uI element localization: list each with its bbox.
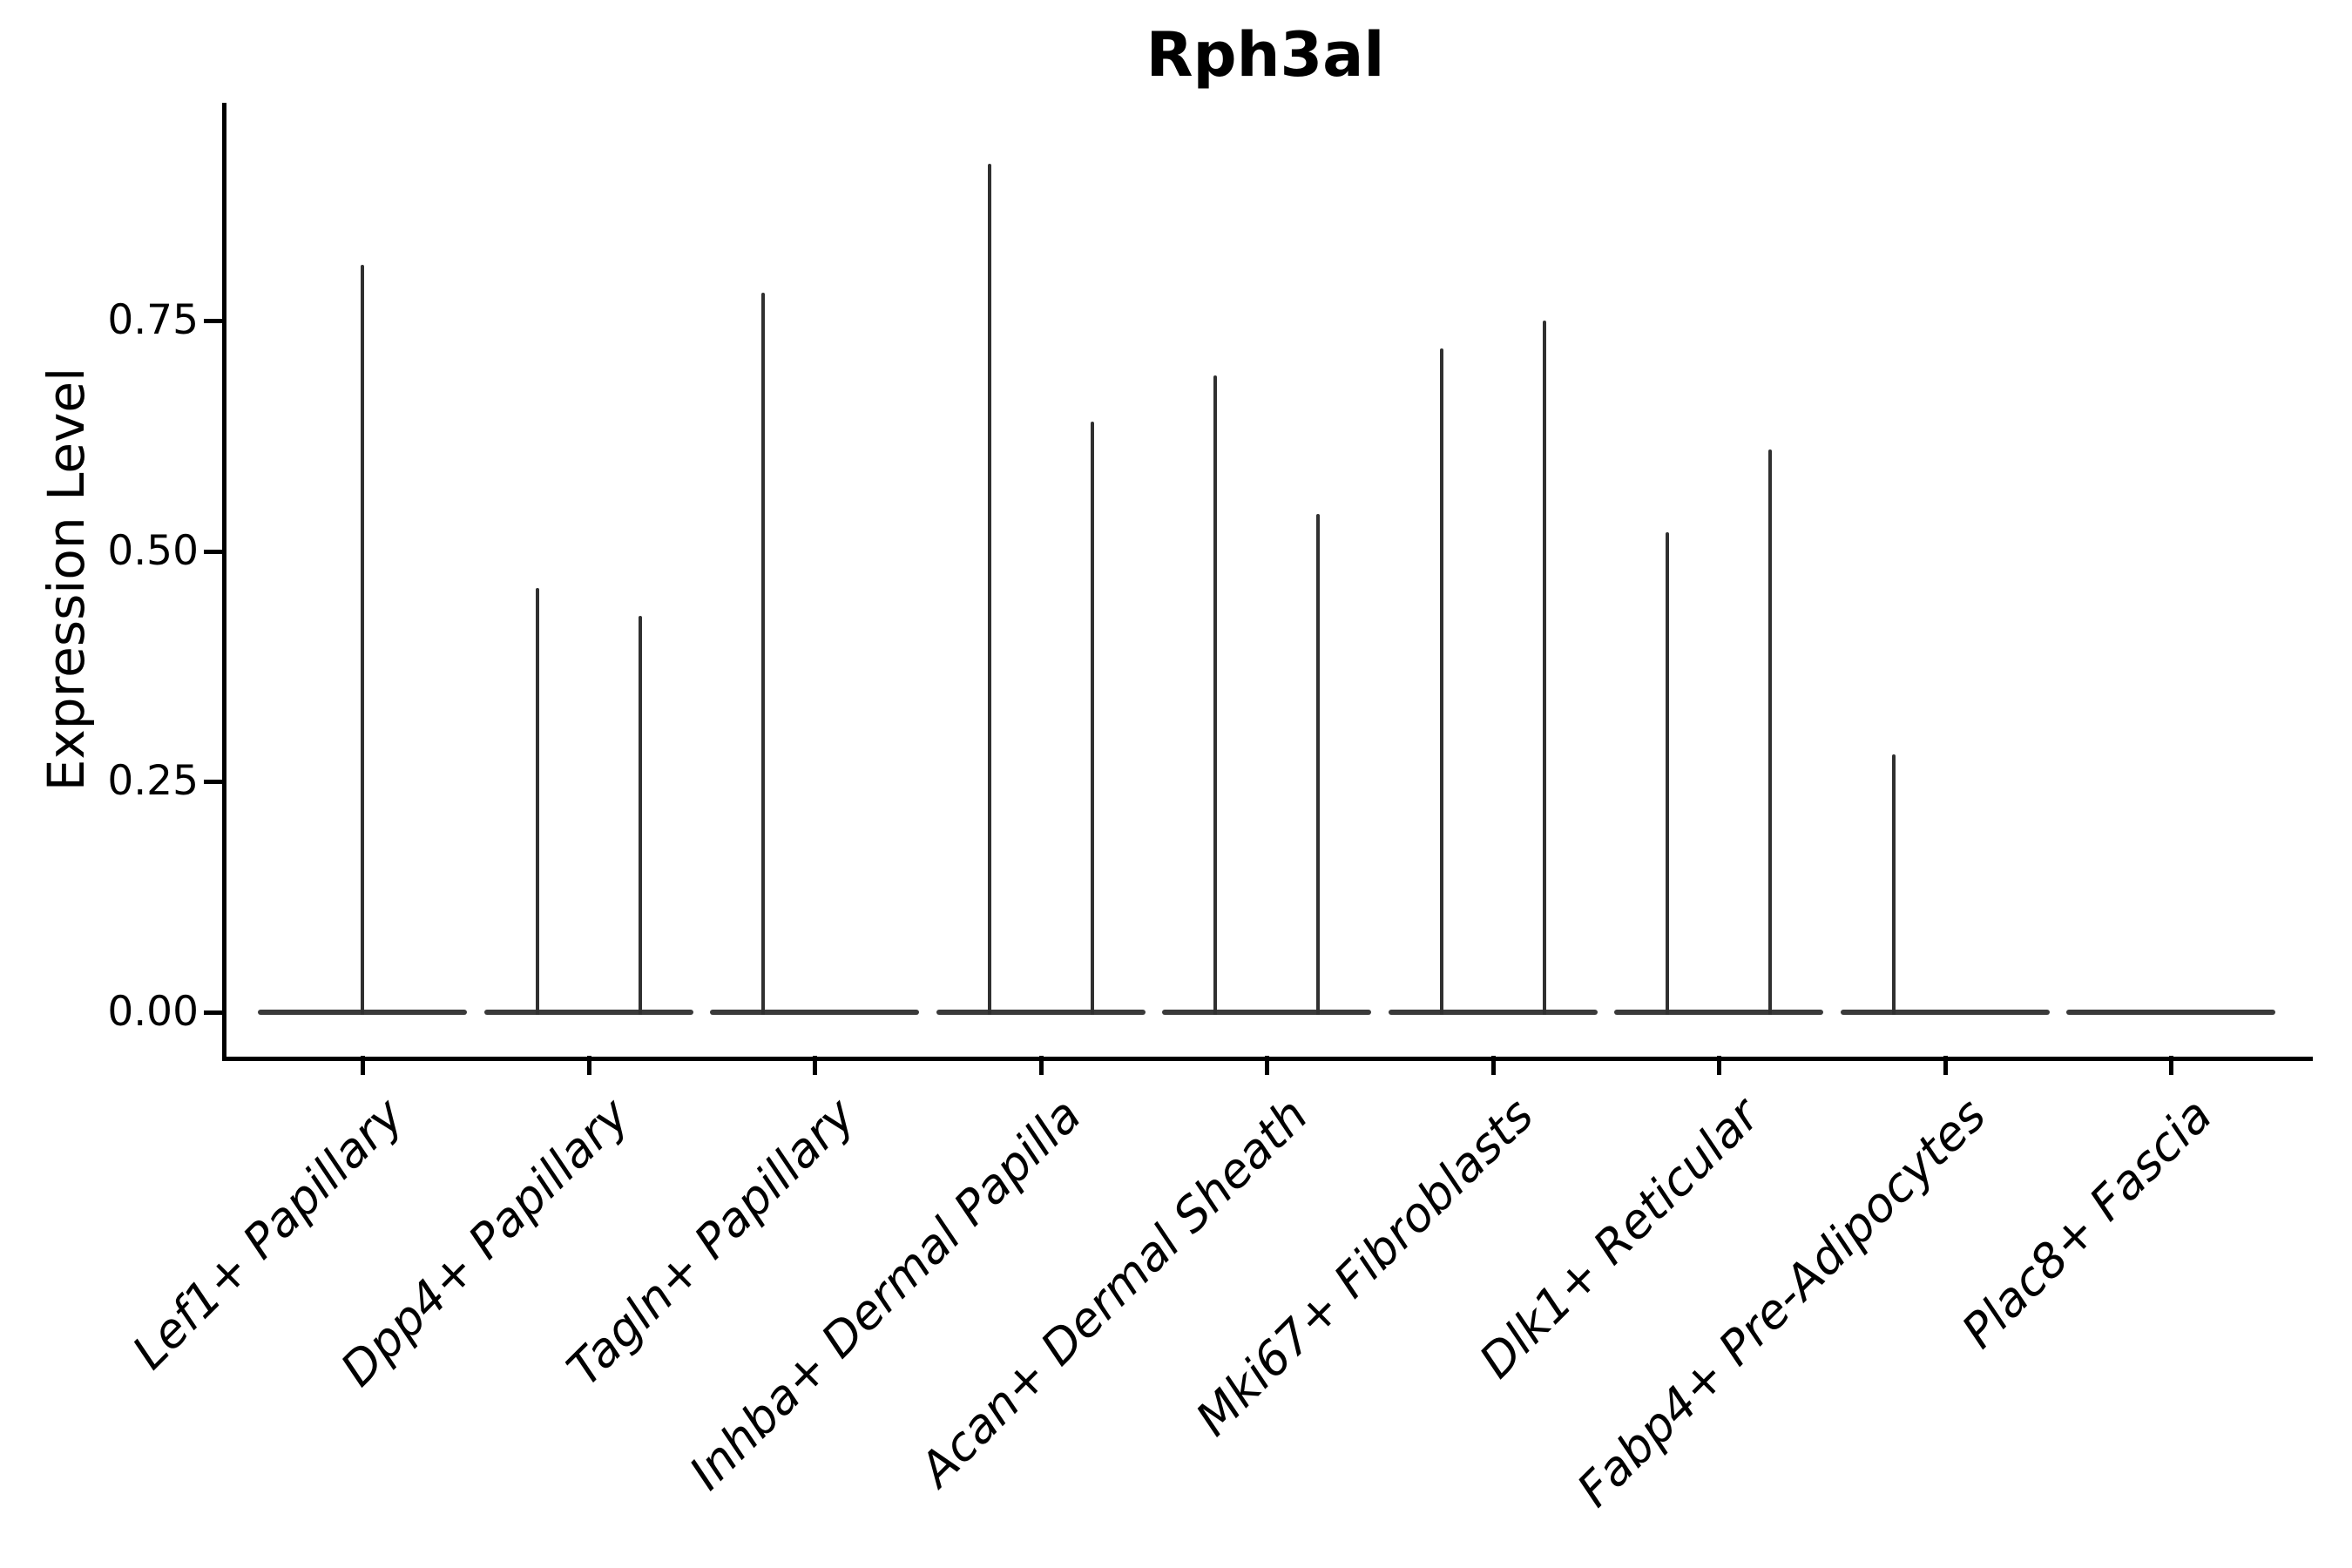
violin-spike [987, 163, 991, 1015]
y-tick-mark [204, 1010, 223, 1015]
x-tick-mark [1038, 1056, 1044, 1075]
y-tick-mark [204, 318, 223, 323]
violin-spike [1316, 514, 1320, 1015]
x-tick-mark [1265, 1056, 1269, 1075]
violin-spike [1891, 754, 1896, 1015]
y-tick-mark [204, 549, 223, 554]
x-tick-mark [1717, 1056, 1721, 1075]
violin-spike [638, 615, 642, 1015]
violin-spike [1439, 348, 1443, 1015]
violin-spike [535, 587, 539, 1015]
x-tick-label: Inhba+ Dermal Papilla [679, 1087, 1092, 1501]
violin-spike [1090, 422, 1094, 1015]
chart-title: Rph3al [1146, 19, 1385, 91]
violin-spike [1542, 320, 1546, 1015]
violin-base [1840, 1010, 2050, 1015]
x-tick-mark [1490, 1056, 1496, 1075]
y-tick-label: 0.25 [107, 757, 199, 806]
y-tick-label: 0.50 [107, 526, 199, 575]
x-tick-label: Plac8+ Fascia [1950, 1087, 2223, 1359]
violin-base [710, 1010, 919, 1015]
violin-spike [1666, 532, 1669, 1015]
y-tick-mark [204, 780, 223, 785]
x-tick-mark [813, 1056, 817, 1075]
violin-base [1162, 1010, 1371, 1015]
violin-base [1388, 1010, 1598, 1015]
y-tick-label: 0.75 [107, 295, 199, 344]
x-tick-mark [1943, 1056, 1948, 1075]
violin-base [936, 1010, 1146, 1015]
violin-base [1614, 1010, 1823, 1015]
x-tick-mark [586, 1056, 591, 1075]
violin-base [2066, 1010, 2275, 1015]
x-tick-mark [361, 1056, 365, 1075]
x-tick-label: Acan+ Dermal Sheath [909, 1087, 1319, 1497]
x-tick-label: Fabp4+ Pre-Adipocytes [1566, 1087, 1997, 1517]
x-tick-mark [2169, 1056, 2173, 1075]
violin-base [483, 1010, 693, 1015]
violin-spike [1768, 449, 1772, 1015]
y-tick-label: 0.00 [107, 988, 199, 1036]
violin-spike [361, 265, 364, 1015]
y-axis-label: Expression Level [37, 367, 96, 792]
violin-spike [761, 293, 765, 1015]
violin-spike [1213, 375, 1217, 1015]
